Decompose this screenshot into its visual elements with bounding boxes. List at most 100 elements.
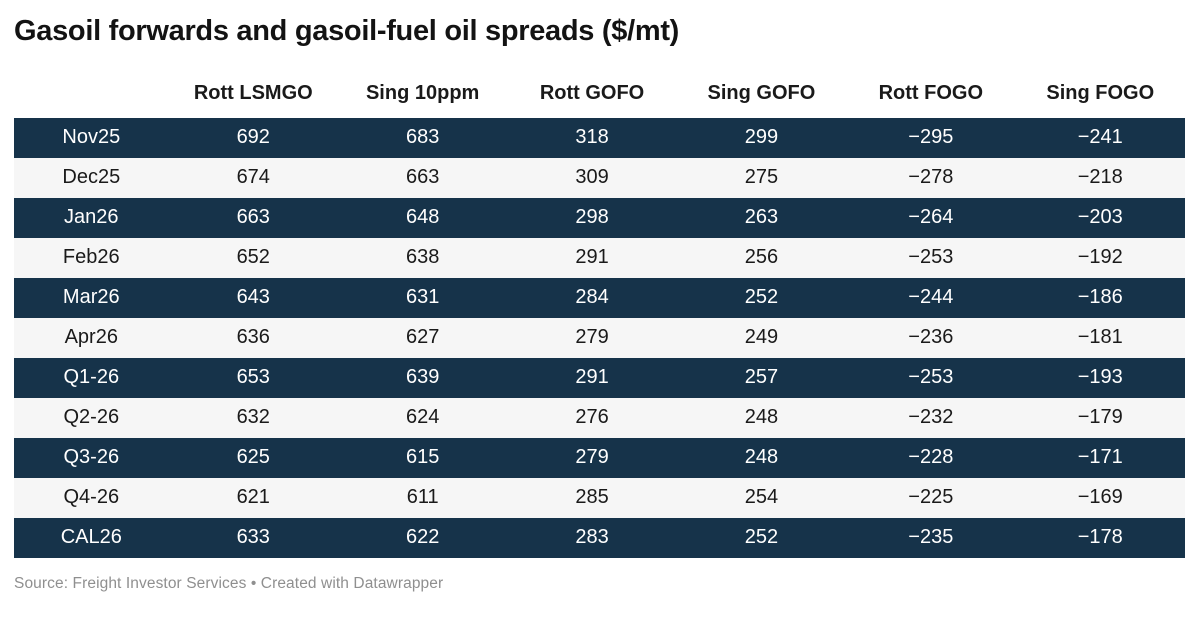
table-row-mar26: Mar26 643 631 284 252 −244 −186 bbox=[14, 277, 1185, 318]
cell-q4-26-rott-gofo: 285 bbox=[575, 486, 609, 509]
cell-q1-26-rott-lsmgo: 653 bbox=[236, 366, 270, 389]
cell-q4-26-rott-fogo: −225 bbox=[908, 486, 954, 509]
row-label: CAL26 bbox=[60, 526, 122, 549]
cell-q4-26-sing-10ppm: 611 bbox=[406, 486, 439, 509]
cell-apr26-sing-10ppm: 627 bbox=[405, 326, 440, 349]
cell-cal26-rott-gofo: 283 bbox=[575, 526, 609, 549]
table-row-jan26: Jan26 663 648 298 263 −264 −203 bbox=[14, 197, 1185, 238]
cell-q2-26-rott-fogo: −232 bbox=[908, 406, 954, 429]
cell-cal26-rott-fogo: −235 bbox=[908, 526, 954, 549]
cell-q4-26-sing-gofo: 254 bbox=[744, 486, 779, 509]
row-label: Mar26 bbox=[62, 286, 120, 309]
cell-q4-26-rott-lsmgo: 621 bbox=[236, 486, 270, 509]
cell-nov25-sing-10ppm: 683 bbox=[405, 126, 440, 149]
cell-q3-26-sing-fogo: −171 bbox=[1077, 446, 1123, 469]
table-row-q1-26: Q1-26 653 639 291 257 −253 −193 bbox=[14, 357, 1185, 398]
table-header: Rott LSMGO Sing 10ppm Rott GOFO Sing GOFO Ro… bbox=[14, 82, 1185, 118]
cell-nov25-sing-gofo: 299 bbox=[744, 126, 779, 149]
cell-dec25-sing-fogo: −218 bbox=[1077, 166, 1123, 189]
cell-mar26-sing-gofo: 252 bbox=[744, 286, 779, 309]
cell-q1-26-sing-gofo: 257 bbox=[744, 366, 779, 389]
cell-q1-26-sing-fogo: −193 bbox=[1077, 366, 1123, 389]
column-header-sing-gofo: Sing GOFO bbox=[707, 81, 816, 104]
cell-jan26-rott-lsmgo: 663 bbox=[236, 206, 270, 229]
cell-jan26-sing-fogo: −203 bbox=[1077, 206, 1123, 229]
cell-apr26-rott-fogo: −236 bbox=[908, 326, 954, 349]
cell-q2-26-sing-gofo: 248 bbox=[744, 406, 779, 429]
cell-apr26-rott-gofo: 279 bbox=[575, 326, 609, 349]
cell-feb26-rott-fogo: −253 bbox=[908, 246, 954, 269]
cell-jan26-rott-fogo: −264 bbox=[908, 206, 954, 229]
cell-q2-26-rott-lsmgo: 632 bbox=[236, 406, 270, 429]
table-row-dec25: Dec25 674 663 309 275 −278 −218 bbox=[14, 157, 1185, 198]
row-label: Q4-26 bbox=[63, 486, 120, 509]
cell-feb26-sing-10ppm: 638 bbox=[405, 246, 440, 269]
row-label: Q2-26 bbox=[63, 406, 120, 429]
cell-q1-26-rott-fogo: −253 bbox=[908, 366, 954, 389]
row-label: Nov25 bbox=[62, 126, 121, 149]
column-header-rott-gofo: Rott GOFO bbox=[539, 81, 645, 104]
row-label-column-header bbox=[14, 82, 169, 118]
row-label: Q1-26 bbox=[63, 366, 120, 389]
cell-nov25-rott-fogo: −295 bbox=[908, 126, 954, 149]
cell-q3-26-rott-lsmgo: 625 bbox=[236, 446, 270, 469]
datawrapper-table-widget: Gasoil forwards and gasoil-fuel oil spre… bbox=[14, 15, 1185, 592]
cell-jan26-rott-gofo: 298 bbox=[575, 206, 609, 229]
cell-nov25-rott-gofo: 318 bbox=[575, 126, 609, 149]
cell-jan26-sing-gofo: 263 bbox=[744, 206, 779, 229]
cell-q3-26-rott-gofo: 279 bbox=[575, 446, 609, 469]
cell-feb26-rott-lsmgo: 652 bbox=[236, 246, 270, 269]
row-label: Dec25 bbox=[62, 166, 121, 189]
cell-apr26-sing-gofo: 249 bbox=[744, 326, 779, 349]
cell-dec25-rott-lsmgo: 674 bbox=[236, 166, 270, 189]
cell-apr26-sing-fogo: −181 bbox=[1077, 326, 1123, 349]
source-note: Source: Freight Investor Services • Crea… bbox=[14, 574, 444, 592]
cell-mar26-sing-fogo: −186 bbox=[1077, 286, 1123, 309]
cell-feb26-sing-fogo: −192 bbox=[1077, 246, 1123, 269]
column-header-rott-lsmgo: Rott LSMGO bbox=[193, 81, 313, 104]
cell-dec25-sing-gofo: 275 bbox=[744, 166, 779, 189]
cell-dec25-sing-10ppm: 663 bbox=[405, 166, 440, 189]
cell-q2-26-sing-fogo: −179 bbox=[1077, 406, 1123, 429]
table-row-q3-26: Q3-26 625 615 279 248 −228 −171 bbox=[14, 437, 1185, 478]
cell-apr26-rott-lsmgo: 636 bbox=[236, 326, 270, 349]
cell-q3-26-sing-10ppm: 615 bbox=[405, 446, 440, 469]
cell-q3-26-rott-fogo: −228 bbox=[908, 446, 954, 469]
cell-q2-26-sing-10ppm: 624 bbox=[405, 406, 440, 429]
cell-q1-26-rott-gofo: 291 bbox=[575, 366, 609, 389]
column-header-sing-fogo: Sing FOGO bbox=[1046, 81, 1155, 104]
cell-cal26-rott-lsmgo: 633 bbox=[236, 526, 270, 549]
cell-jan26-sing-10ppm: 648 bbox=[405, 206, 440, 229]
cell-nov25-sing-fogo: −241 bbox=[1077, 126, 1123, 149]
cell-dec25-rott-fogo: −278 bbox=[908, 166, 954, 189]
cell-dec25-rott-gofo: 309 bbox=[575, 166, 609, 189]
cell-mar26-rott-fogo: −244 bbox=[908, 286, 954, 309]
column-header-sing-10ppm: Sing 10ppm bbox=[365, 81, 480, 104]
row-label: Q3-26 bbox=[63, 446, 120, 469]
table-row-cal26: CAL26 633 622 283 252 −235 −178 bbox=[14, 517, 1185, 558]
cell-mar26-rott-lsmgo: 643 bbox=[236, 286, 270, 309]
table-row-apr26: Apr26 636 627 279 249 −236 −181 bbox=[14, 317, 1185, 358]
cell-nov25-rott-lsmgo: 692 bbox=[236, 126, 270, 149]
forwards-table: Rott LSMGO Sing 10ppm Rott GOFO Sing GOFO Ro… bbox=[14, 82, 1185, 558]
cell-q3-26-sing-gofo: 248 bbox=[744, 446, 779, 469]
cell-cal26-sing-10ppm: 622 bbox=[405, 526, 440, 549]
table-row-feb26: Feb26 652 638 291 256 −253 −192 bbox=[14, 237, 1185, 278]
cell-q1-26-sing-10ppm: 639 bbox=[405, 366, 440, 389]
cell-mar26-sing-10ppm: 631 bbox=[405, 286, 440, 309]
cell-cal26-sing-fogo: −178 bbox=[1077, 526, 1123, 549]
row-label: Feb26 bbox=[62, 246, 120, 269]
table-row-q2-26: Q2-26 632 624 276 248 −232 −179 bbox=[14, 397, 1185, 438]
table-header-row: Rott LSMGO Sing 10ppm Rott GOFO Sing GOFO Ro… bbox=[14, 82, 1185, 118]
cell-q4-26-sing-fogo: −169 bbox=[1077, 486, 1123, 509]
row-label: Jan26 bbox=[64, 206, 119, 229]
cell-cal26-sing-gofo: 252 bbox=[744, 526, 779, 549]
cell-q2-26-rott-gofo: 276 bbox=[575, 406, 609, 429]
cell-feb26-sing-gofo: 256 bbox=[744, 246, 779, 269]
cell-feb26-rott-gofo: 291 bbox=[575, 246, 609, 269]
cell-mar26-rott-gofo: 284 bbox=[575, 286, 609, 309]
table-row-nov25: Nov25 692 683 318 299 −295 −241 bbox=[14, 117, 1185, 158]
column-header-rott-fogo: Rott FOGO bbox=[878, 81, 984, 104]
table-row-q4-26: Q4-26 621 611 285 254 −225 −169 bbox=[14, 477, 1185, 518]
row-label: Apr26 bbox=[64, 326, 118, 349]
